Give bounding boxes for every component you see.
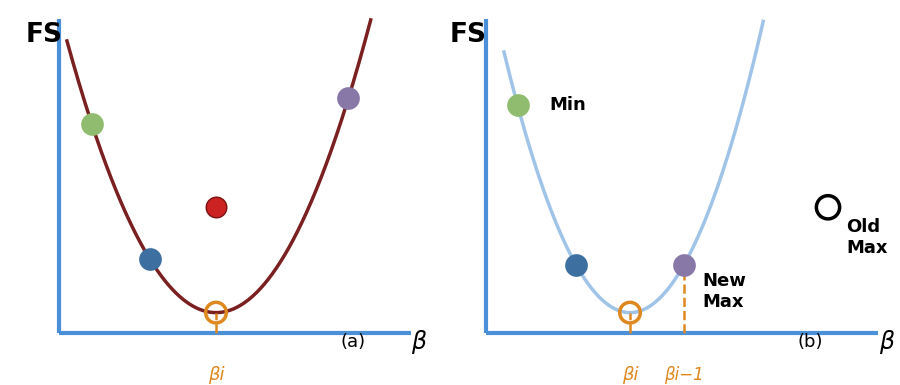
Point [142, 256, 157, 262]
Text: (b): (b) [797, 333, 823, 351]
Text: Old
Max: Old Max [846, 218, 887, 257]
Point [569, 262, 583, 268]
Text: New
Max: New Max [702, 272, 746, 311]
Text: FS: FS [25, 22, 63, 49]
Text: (a): (a) [340, 333, 365, 351]
Text: FS: FS [450, 22, 487, 49]
Point [510, 102, 525, 108]
Point [677, 262, 691, 268]
Point [623, 310, 637, 316]
Point [821, 204, 835, 210]
Point [209, 310, 223, 316]
Text: βi: βi [208, 366, 224, 384]
Text: βi: βi [622, 366, 638, 384]
Text: β: β [411, 330, 427, 354]
Text: βi−1: βi−1 [664, 366, 704, 384]
Text: β: β [879, 330, 894, 354]
Point [209, 204, 223, 210]
Text: Min: Min [549, 96, 586, 114]
Point [85, 121, 99, 127]
Point [341, 95, 356, 101]
